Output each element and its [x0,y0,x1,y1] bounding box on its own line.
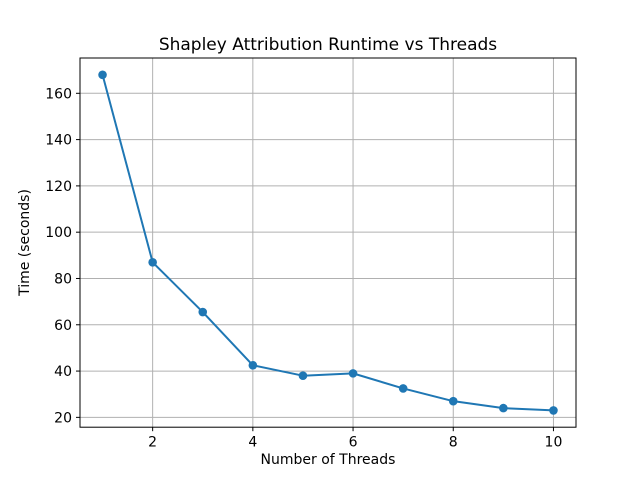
data-point [298,371,308,380]
data-point [148,257,157,267]
data-point [348,369,358,378]
data-point [549,406,558,415]
y-axis-label: Time (seconds) [17,189,33,297]
series-line [101,74,554,412]
x-tick-label: 8 [449,435,458,451]
plot-border [79,57,577,428]
data-point [98,70,107,80]
chart-title: Shapley Attribution Runtime vs Threads [159,35,497,55]
grid [80,58,576,428]
axes [76,57,577,432]
x-tick-label: 10 [545,435,563,451]
data-point [448,396,458,406]
y-tick-label: 60 [54,318,72,334]
y-tick-label: 100 [45,225,72,241]
data-point [398,384,408,393]
y-tick-label: 20 [54,410,72,426]
data-series [98,70,558,415]
data-point [248,360,258,370]
x-axis-label: Number of Threads [261,452,396,468]
data-point [499,403,508,413]
x-tick-label: 4 [248,435,257,451]
tick-labels: 2 4 6 8 10 20 40 60 80 100 120 140 160 [45,86,562,450]
x-tick-label: 6 [349,435,358,451]
y-tick-label: 160 [45,86,72,102]
y-tick-label: 140 [45,133,72,149]
y-tick-label: 40 [54,364,72,380]
data-point [198,307,208,317]
y-tick-label: 80 [54,271,72,287]
x-tick-label: 2 [148,435,157,451]
y-tick-label: 120 [45,179,72,195]
